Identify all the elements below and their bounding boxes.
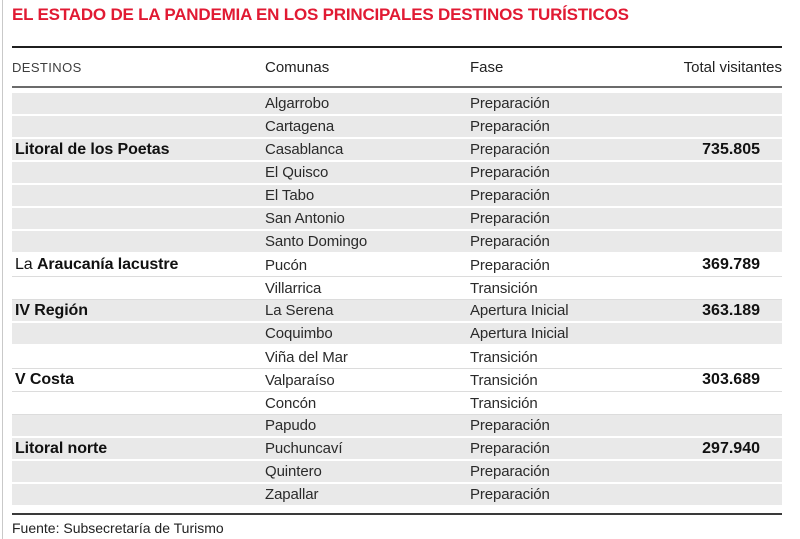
table-row: Zapallar Preparación bbox=[12, 484, 782, 507]
fase-cell: Preparación bbox=[470, 417, 550, 434]
comuna-cell: Papudo bbox=[265, 417, 317, 434]
destino-name: Araucanía lacustre bbox=[36, 256, 179, 273]
fase-cell: Transición bbox=[470, 394, 538, 412]
destino-cell: V Costa bbox=[12, 371, 265, 389]
table-row: San Antonio Preparación bbox=[12, 208, 782, 231]
fase-cell: Preparación bbox=[470, 118, 550, 135]
destino-name: V Costa bbox=[15, 371, 74, 388]
comuna-cell: Cartagena bbox=[265, 118, 335, 135]
fase-cell: Preparación bbox=[470, 95, 550, 112]
fase-cell: Preparación bbox=[470, 486, 550, 503]
fase-cell: Transición bbox=[470, 348, 538, 366]
destino-name: Litoral norte bbox=[15, 439, 108, 457]
comuna-cell: Villarrica bbox=[265, 279, 322, 297]
table-row: Cartagena Preparación bbox=[12, 116, 782, 139]
infographic: EL ESTADO DE LA PANDEMIA EN LOS PRINCIPA… bbox=[12, 0, 782, 536]
comuna-cell: Quintero bbox=[265, 463, 322, 480]
comuna-cell: El Tabo bbox=[265, 187, 315, 204]
table-row: El Tabo Preparación bbox=[12, 185, 782, 208]
table-row: Papudo Preparación bbox=[12, 415, 782, 438]
table-row: Litoral de los Poetas Casablanca Preparaci… bbox=[12, 139, 782, 162]
fase-cell: Preparación bbox=[470, 256, 550, 274]
fase-cell: Apertura Inicial bbox=[470, 325, 569, 342]
fase-cell: Preparación bbox=[470, 440, 550, 457]
fase-cell: Transición bbox=[470, 371, 538, 389]
destino-name: Litoral de los Poetas bbox=[15, 140, 170, 158]
table-header: DESTINOS Comunas Fase Total visitantes bbox=[12, 46, 782, 88]
fase-cell: Preparación bbox=[470, 187, 550, 204]
page-left-border bbox=[2, 0, 3, 539]
fase-cell: Preparación bbox=[470, 233, 550, 250]
comuna-cell: Casablanca bbox=[265, 141, 344, 158]
comuna-cell: Valparaíso bbox=[265, 371, 335, 389]
table-row: Coquimbo Apertura Inicial bbox=[12, 323, 782, 346]
table-row: Quintero Preparación bbox=[12, 461, 782, 484]
comuna-cell: Viña del Mar bbox=[265, 348, 348, 366]
table-row: Santo Domingo Preparación bbox=[12, 231, 782, 254]
destino-cell: La Araucanía lacustre bbox=[12, 256, 265, 274]
header-total-visitantes: Total visitantes bbox=[683, 58, 782, 76]
destino-prefix: La bbox=[15, 256, 37, 273]
total-visitantes-cell: 369.789 bbox=[702, 256, 760, 273]
comuna-cell: La Serena bbox=[265, 302, 334, 319]
fase-cell: Preparación bbox=[470, 463, 550, 480]
fase-cell: Preparación bbox=[470, 210, 550, 227]
header-comunas: Comunas bbox=[265, 58, 330, 76]
table-row: V Costa Valparaíso Transición 303.689 bbox=[12, 369, 782, 392]
fase-cell: Transición bbox=[470, 279, 538, 297]
comuna-cell: Algarrobo bbox=[265, 95, 330, 112]
table-row: Litoral norte Puchuncaví Preparación 297.94… bbox=[12, 438, 782, 461]
comuna-cell: Zapallar bbox=[265, 486, 319, 503]
table-row: Algarrobo Preparación bbox=[12, 93, 782, 116]
table-row: La Araucanía lacustre Pucón Preparación 369… bbox=[12, 254, 782, 277]
comuna-cell: Coquimbo bbox=[265, 325, 333, 342]
total-visitantes-cell: 297.940 bbox=[702, 439, 760, 457]
total-visitantes-cell: 303.689 bbox=[702, 371, 760, 388]
table-row: IV Región La Serena Apertura Inicial 363.18… bbox=[12, 300, 782, 323]
fase-cell: Preparación bbox=[470, 164, 550, 181]
fase-cell: Preparación bbox=[470, 141, 550, 158]
destino-cell: IV Región bbox=[12, 302, 265, 320]
comuna-cell: San Antonio bbox=[265, 210, 345, 227]
comuna-cell: El Quisco bbox=[265, 164, 329, 181]
table-row: Viña del Mar Transición bbox=[12, 346, 782, 369]
header-fase: Fase bbox=[470, 58, 504, 76]
fase-cell: Apertura Inicial bbox=[470, 302, 569, 319]
page-title: EL ESTADO DE LA PANDEMIA EN LOS PRINCIPA… bbox=[12, 5, 629, 24]
table-row: El Quisco Preparación bbox=[12, 162, 782, 185]
total-visitantes-cell: 735.805 bbox=[702, 140, 760, 158]
destino-cell: Litoral de los Poetas bbox=[12, 141, 265, 159]
source-note: Fuente: Subsecretaría de Turismo bbox=[12, 513, 782, 536]
comuna-cell: Santo Domingo bbox=[265, 233, 368, 250]
comuna-cell: Pucón bbox=[265, 256, 308, 274]
table-body: Algarrobo Preparación Cartagena Preparación… bbox=[12, 93, 782, 507]
destino-cell: Litoral norte bbox=[12, 440, 265, 458]
comuna-cell: Puchuncaví bbox=[265, 440, 343, 457]
table-row: Concón Transición bbox=[12, 392, 782, 415]
total-visitantes-cell: 363.189 bbox=[702, 301, 760, 319]
header-destinos: DESTINOS bbox=[12, 59, 82, 75]
comuna-cell: Concón bbox=[265, 394, 317, 412]
destino-name: IV Región bbox=[15, 301, 88, 319]
table-row: Villarrica Transición bbox=[12, 277, 782, 300]
